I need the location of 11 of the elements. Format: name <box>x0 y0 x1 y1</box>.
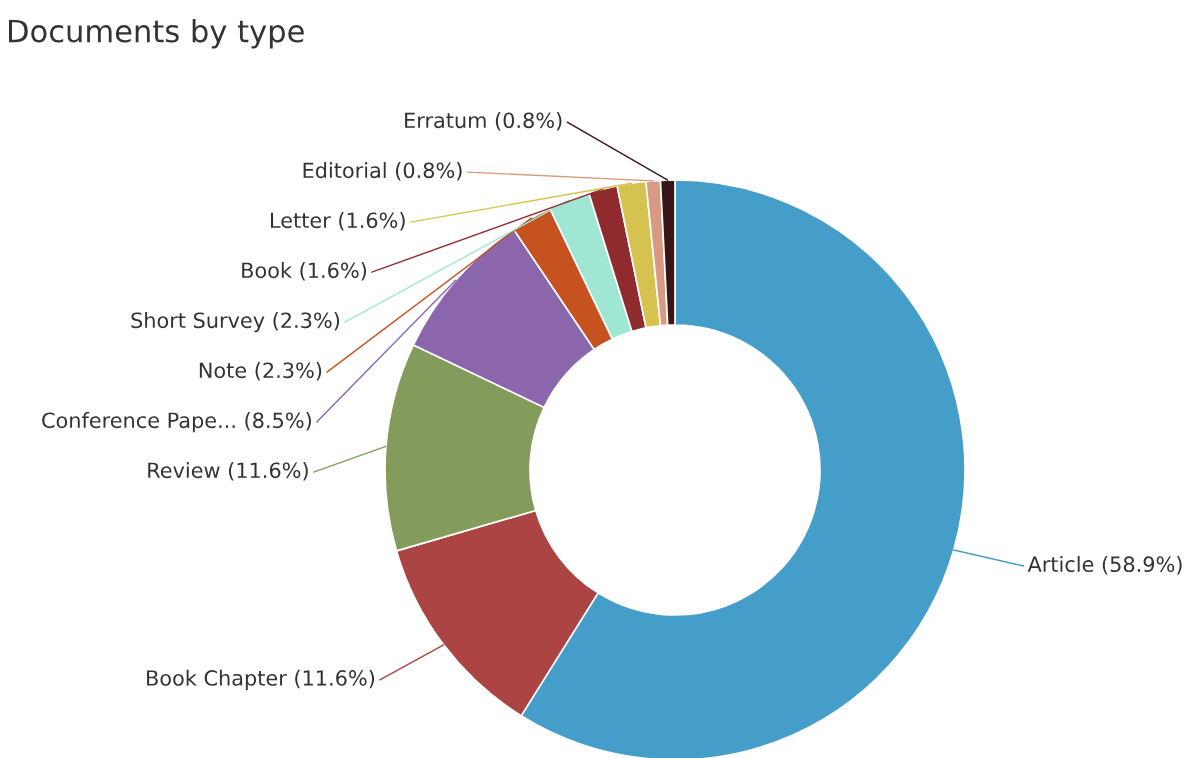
slice-label: Book (1.6%) <box>242 262 367 281</box>
slice-label: Review (11.6%) <box>148 462 308 481</box>
chart-title: Documents by type <box>9 18 304 49</box>
slice-label: Article (58.9%) <box>1027 555 1182 575</box>
slice-label: Book Chapter (11.6%) <box>147 669 375 690</box>
slice-label: Erratum (0.8%) <box>405 112 562 131</box>
slice-label: Editorial (0.8%) <box>303 162 462 181</box>
slice-label: Short Survey (2.3%) <box>131 312 340 333</box>
slice-label: Letter (1.6%) <box>271 212 405 231</box>
slice-label: Note (2.3%) <box>199 362 322 381</box>
slice-label: Conference Pape... (8.5%) <box>42 412 311 433</box>
